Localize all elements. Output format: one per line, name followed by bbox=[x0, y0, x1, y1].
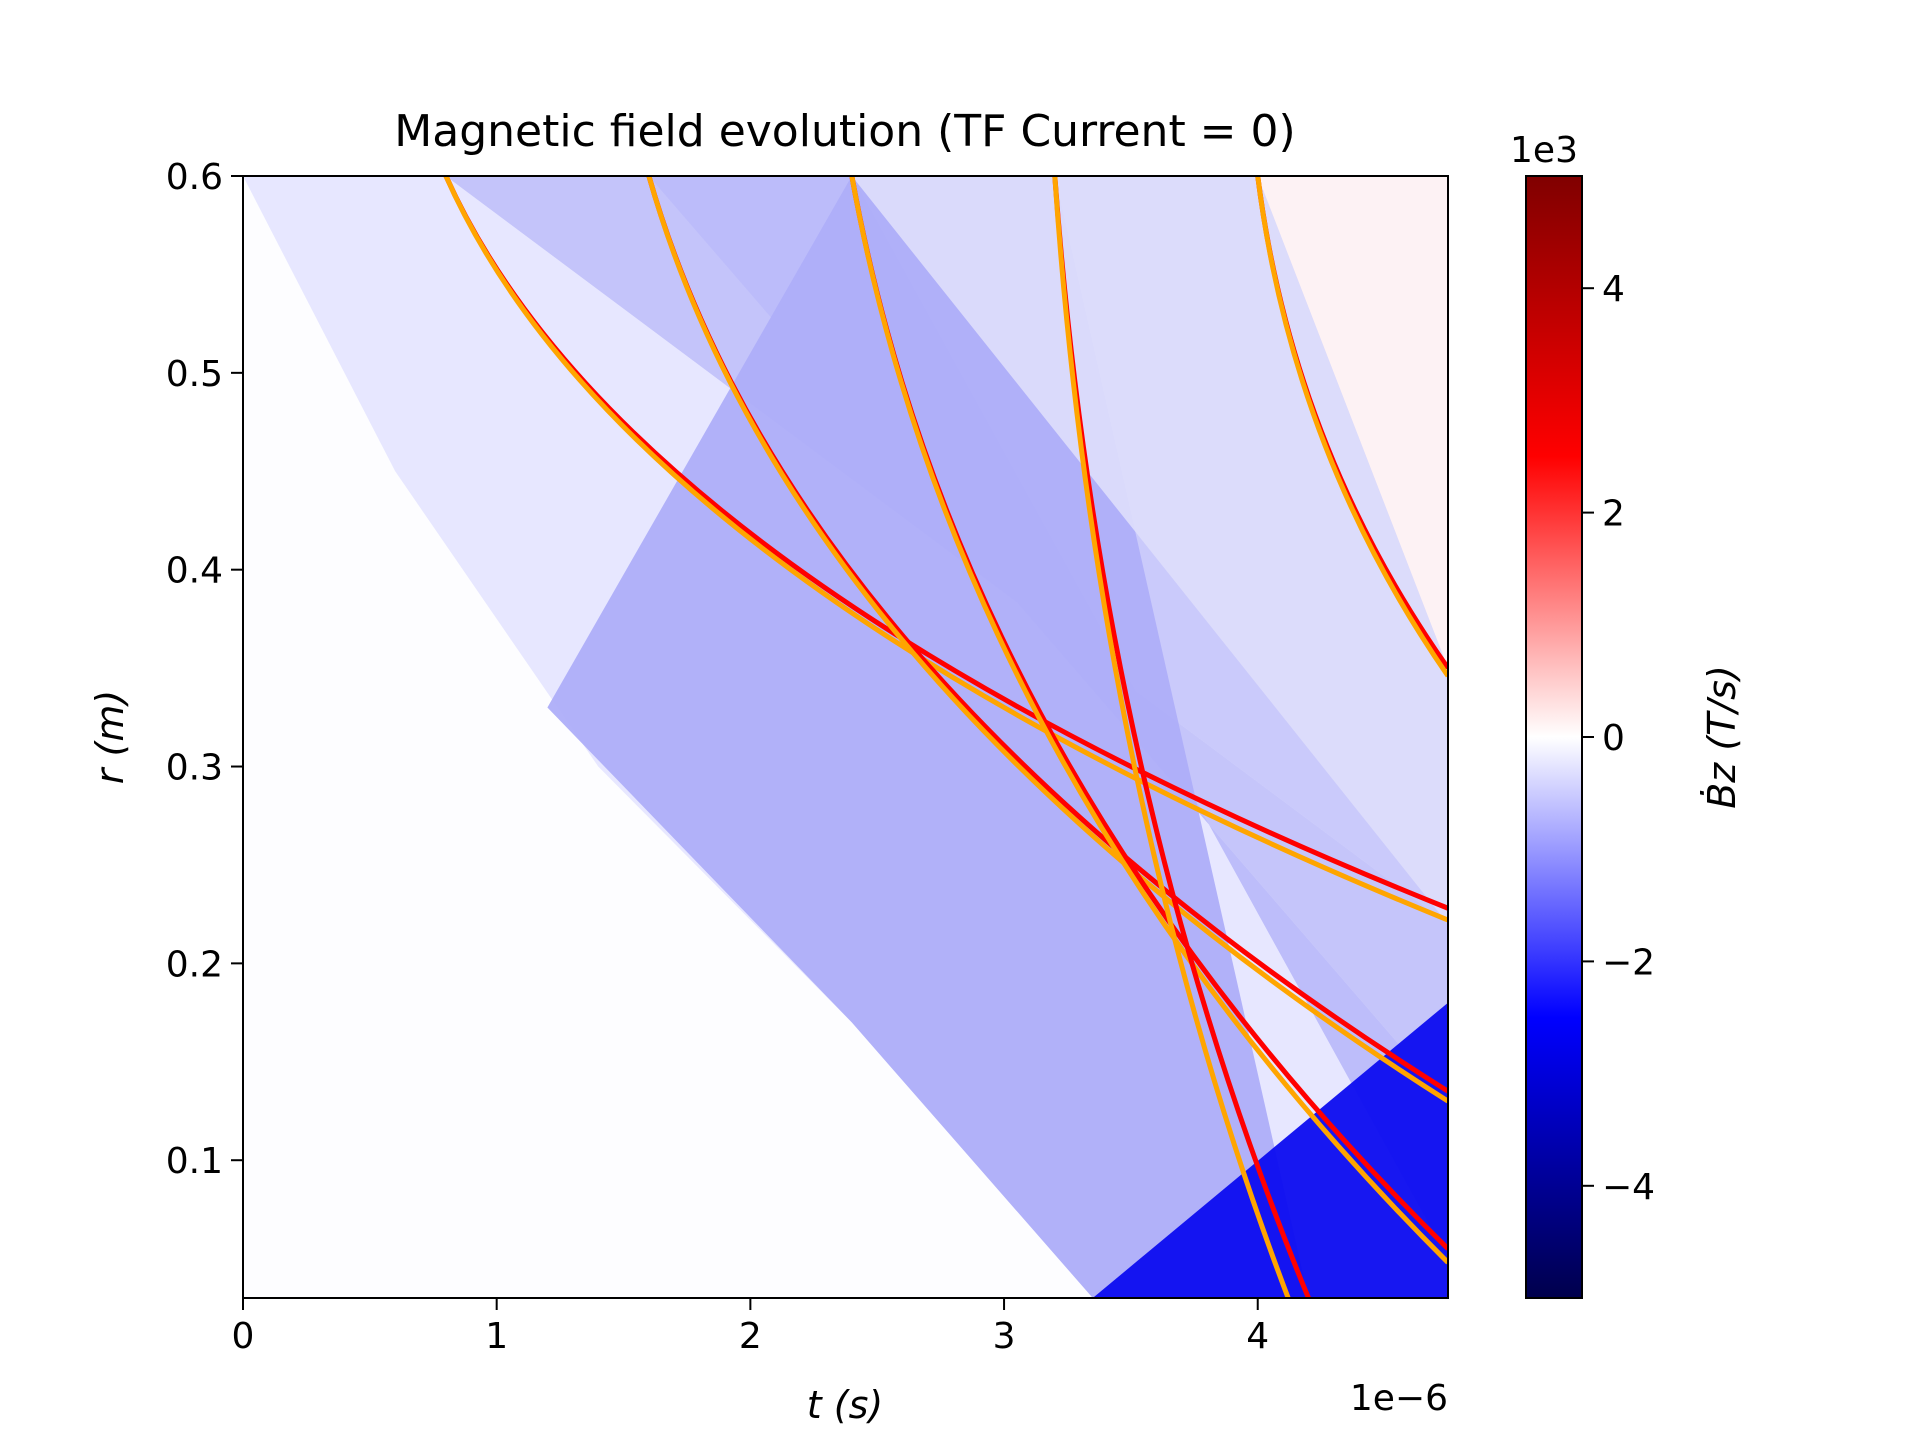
cbar-tick-label-1: −2 bbox=[1602, 942, 1655, 983]
colorbar-ticks: −4 −2 0 2 4 bbox=[1582, 269, 1655, 1208]
cbar-tick-label-3: 2 bbox=[1602, 494, 1625, 535]
y-tick-label-2: 0.3 bbox=[166, 748, 223, 789]
series-line-3 bbox=[646, 176, 1448, 1104]
colorbar-label: Ḃz (T/s) bbox=[1700, 665, 1744, 809]
y-tick-label-0: 0.1 bbox=[166, 1141, 223, 1182]
field-band-7 bbox=[1257, 176, 1448, 669]
plot-frame bbox=[242, 175, 1449, 1299]
cbar-tick-label-4: 4 bbox=[1602, 269, 1625, 310]
colorbar-gradient bbox=[1525, 175, 1583, 1299]
y-axis-label: r (m) bbox=[88, 690, 132, 784]
colorbar-offset-text: 1e3 bbox=[1510, 130, 1578, 171]
x-offset-text: 1e−6 bbox=[1350, 1378, 1448, 1419]
y-tick-label-4: 0.5 bbox=[166, 354, 223, 395]
x-tick-label-1: 1 bbox=[485, 1316, 508, 1357]
x-tick-label-3: 3 bbox=[993, 1316, 1016, 1357]
field-map bbox=[243, 176, 1448, 1298]
series-line-9 bbox=[1255, 176, 1448, 678]
y-axis: 0.1 0.2 0.3 0.4 0.5 0.6 bbox=[166, 157, 243, 1182]
chart-title: Magnetic field evolution (TF Current = 0… bbox=[394, 106, 1295, 157]
y-tick-label-5: 0.6 bbox=[166, 157, 223, 198]
trajectory-lines bbox=[443, 176, 1448, 1298]
x-tick-label-2: 2 bbox=[739, 1316, 762, 1357]
cbar-tick-label-2: 0 bbox=[1602, 718, 1625, 759]
series-line-5 bbox=[849, 176, 1448, 1265]
plot-area bbox=[242, 175, 1449, 1299]
cbar-tick-label-0: −4 bbox=[1602, 1167, 1655, 1208]
series-line-1 bbox=[443, 176, 1448, 923]
x-tick-label-4: 4 bbox=[1246, 1316, 1269, 1357]
field-band-5 bbox=[1092, 1002, 1448, 1298]
x-axis: 0 1 2 3 4 bbox=[232, 1298, 1269, 1357]
x-axis-label: t (s) bbox=[807, 1383, 883, 1427]
x-tick-label-0: 0 bbox=[232, 1316, 255, 1357]
series-line-7 bbox=[1052, 176, 1291, 1298]
y-tick-label-3: 0.4 bbox=[166, 551, 223, 592]
colorbar: −4 −2 0 2 4 1e3 Ḃz (T/s) bbox=[1510, 130, 1744, 1299]
y-tick-label-1: 0.2 bbox=[166, 944, 223, 985]
